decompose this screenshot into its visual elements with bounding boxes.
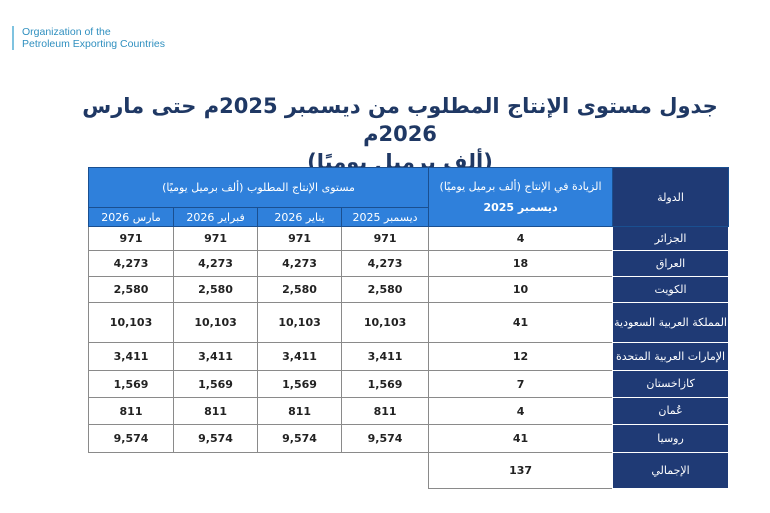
increase-cell: 18 <box>428 250 614 277</box>
table-row: كازاخستان 7 1,569 1,569 1,569 1,569 <box>87 370 730 398</box>
increase-cell: 7 <box>428 370 614 398</box>
increase-header: الزيادة في الإنتاج (ألف برميل يوميًا) دي… <box>428 167 614 227</box>
increase-header-month: ديسمبر 2025 <box>483 201 558 214</box>
month-header: يناير 2026 <box>257 207 343 227</box>
country-cell: المملكة العربية السعودية <box>612 302 730 343</box>
value-cell: 971 <box>87 226 175 251</box>
value-cell: 4,273 <box>173 250 259 277</box>
value-cell: 3,411 <box>173 342 259 371</box>
value-cell: 2,580 <box>173 276 259 303</box>
increase-cell: 10 <box>428 276 614 303</box>
value-cell: 3,411 <box>257 342 343 371</box>
value-cell: 3,411 <box>87 342 175 371</box>
increase-header-label: الزيادة في الإنتاج (ألف برميل يوميًا) <box>439 180 602 193</box>
value-cell: 971 <box>341 226 430 251</box>
total-row: الإجمالي 137 <box>88 452 730 489</box>
increase-cell: 4 <box>428 397 614 425</box>
value-cell: 1,569 <box>341 370 430 398</box>
value-cell: 9,574 <box>341 424 430 453</box>
table-row: عُمان 4 811 811 811 811 <box>87 397 730 425</box>
country-cell: العراق <box>612 250 730 277</box>
value-cell: 9,574 <box>87 424 175 453</box>
country-cell: الإمارات العربية المتحدة <box>612 342 730 371</box>
value-cell: 811 <box>257 397 343 425</box>
total-increase: 137 <box>428 452 614 489</box>
total-label: الإجمالي <box>612 452 730 489</box>
table-row: الجزائر 4 971 971 971 971 <box>87 226 730 251</box>
increase-cell: 41 <box>428 302 614 343</box>
table-row: روسيا 41 9,574 9,574 9,574 9,574 <box>87 424 730 453</box>
table-row: المملكة العربية السعودية 41 10,103 10,103 10… <box>87 302 730 343</box>
value-cell: 811 <box>173 397 259 425</box>
required-header: مستوى الإنتاج المطلوب (ألف برميل يوميًا) <box>87 167 430 208</box>
value-cell: 971 <box>257 226 343 251</box>
value-cell: 2,580 <box>257 276 343 303</box>
country-cell: عُمان <box>612 397 730 425</box>
title-line-1: جدول مستوى الإنتاج المطلوب من ديسمبر 202… <box>82 94 718 146</box>
country-cell: روسيا <box>612 424 730 453</box>
production-table: الدولة الزيادة في الإنتاج (ألف برميل يوم… <box>87 167 730 489</box>
value-cell: 2,580 <box>87 276 175 303</box>
value-cell: 10,103 <box>257 302 343 343</box>
month-header: مارس 2026 <box>87 207 175 227</box>
table-row: الكويت 10 2,580 2,580 2,580 2,580 <box>87 276 730 303</box>
value-cell: 4,273 <box>341 250 430 277</box>
value-cell: 1,569 <box>173 370 259 398</box>
value-cell: 9,574 <box>173 424 259 453</box>
value-cell: 1,569 <box>87 370 175 398</box>
page-title: جدول مستوى الإنتاج المطلوب من ديسمبر 202… <box>60 92 740 176</box>
value-cell: 10,103 <box>341 302 430 343</box>
value-cell: 1,569 <box>257 370 343 398</box>
increase-cell: 12 <box>428 342 614 371</box>
opec-logo: Organization of the Petroleum Exporting … <box>12 26 165 50</box>
table-row: العراق 18 4,273 4,273 4,273 4,273 <box>87 250 730 277</box>
month-header: فبراير 2026 <box>173 207 259 227</box>
country-cell: الجزائر <box>612 226 730 251</box>
value-cell: 811 <box>341 397 430 425</box>
logo-line-1: Organization of the <box>22 26 111 38</box>
value-cell: 811 <box>87 397 175 425</box>
value-cell: 4,273 <box>87 250 175 277</box>
value-cell: 10,103 <box>87 302 175 343</box>
value-cell: 2,580 <box>341 276 430 303</box>
country-header: الدولة <box>612 167 730 227</box>
value-cell: 4,273 <box>257 250 343 277</box>
empty-cell <box>88 452 429 489</box>
value-cell: 971 <box>173 226 259 251</box>
logo-line-2: Petroleum Exporting Countries <box>22 38 165 50</box>
country-cell: كازاخستان <box>612 370 730 398</box>
table-row: الإمارات العربية المتحدة 12 3,411 3,411 3,41… <box>87 342 730 371</box>
increase-cell: 4 <box>428 226 614 251</box>
increase-cell: 41 <box>428 424 614 453</box>
month-header: ديسمبر 2025 <box>341 207 430 227</box>
country-cell: الكويت <box>612 276 730 303</box>
value-cell: 10,103 <box>173 302 259 343</box>
value-cell: 3,411 <box>341 342 430 371</box>
value-cell: 9,574 <box>257 424 343 453</box>
